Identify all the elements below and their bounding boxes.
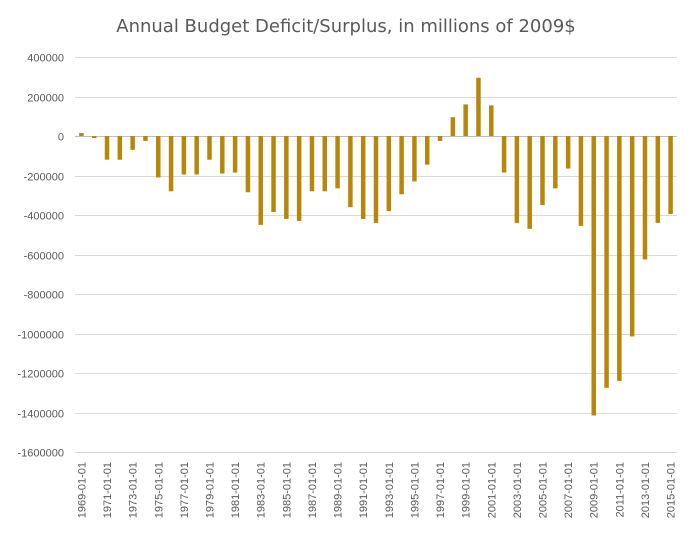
- bar-1996-01-01: [424, 136, 430, 165]
- bar-1998-01-01: [450, 117, 456, 136]
- bar-1989-01-01: [335, 136, 340, 189]
- bar-1988-01-01: [322, 136, 328, 192]
- bar-2006-01-01: [553, 136, 558, 189]
- x-tick-label: 2003-01-01: [512, 462, 524, 518]
- bar-1978-01-01: [194, 136, 199, 175]
- bar-2012-01-01: [629, 136, 635, 337]
- x-tick-label: 1985-01-01: [281, 462, 293, 518]
- x-tick-label: 1969-01-01: [76, 462, 88, 518]
- x-tick-label: 1979-01-01: [204, 462, 216, 518]
- bar-1981-01-01: [232, 136, 238, 173]
- bar-1991-01-01: [360, 136, 366, 219]
- bar-1975-01-01: [156, 136, 161, 178]
- y-tick-label: -1200000: [18, 369, 65, 381]
- bar-2003-01-01: [514, 136, 520, 223]
- bar-2002-01-01: [501, 136, 507, 173]
- bar-1969-01-01: [79, 133, 84, 136]
- bar-1992-01-01: [373, 136, 379, 223]
- bar-1987-01-01: [309, 136, 315, 192]
- chart-title: Annual Budget Deficit/Surplus, in millio…: [116, 16, 575, 37]
- y-tick-label: -600000: [24, 251, 64, 263]
- x-tick-label: 1981-01-01: [230, 462, 242, 518]
- bar-2010-01-01: [604, 136, 609, 388]
- x-axis: 1969-01-01 1971-01-01 1973-01-01 1975-01-01…: [76, 462, 677, 518]
- bar-1999-01-01: [463, 104, 468, 136]
- bar-2011-01-01: [617, 136, 622, 381]
- bar-1995-01-01: [412, 136, 417, 182]
- y-tick-label: -1400000: [18, 409, 65, 421]
- bars: [79, 77, 673, 416]
- bar-1980-01-01: [220, 136, 225, 174]
- bar-1977-01-01: [181, 136, 187, 175]
- x-tick-label: 1997-01-01: [435, 462, 447, 518]
- x-tick-label: 1989-01-01: [333, 462, 345, 518]
- bar-2008-01-01: [578, 136, 584, 226]
- bar-1990-01-01: [348, 136, 353, 208]
- bar-1993-01-01: [386, 136, 392, 212]
- bar-1974-01-01: [143, 136, 148, 141]
- y-tick-label: 400000: [27, 53, 64, 65]
- y-tick-label: 200000: [27, 93, 64, 105]
- x-tick-label: 1987-01-01: [307, 462, 319, 518]
- x-tick-label: 1977-01-01: [179, 462, 191, 518]
- x-tick-label: 1995-01-01: [409, 462, 421, 518]
- gridlines: [75, 57, 677, 453]
- x-tick-label: 2007-01-01: [563, 462, 575, 518]
- bar-2004-01-01: [527, 136, 532, 229]
- bar-1985-01-01: [284, 136, 289, 219]
- x-tick-label: 1993-01-01: [384, 462, 396, 518]
- bar-1970-01-01: [91, 136, 97, 138]
- bar-2009-01-01: [591, 136, 596, 416]
- y-tick-label: -800000: [24, 290, 64, 302]
- bar-2007-01-01: [565, 136, 571, 169]
- y-axis: 400000 200000 0 -200000 -400000 -600000 -80000…: [18, 53, 65, 460]
- x-tick-label: 1983-01-01: [256, 462, 268, 518]
- y-tick-label: -400000: [24, 211, 64, 223]
- x-tick-label: 1975-01-01: [153, 462, 165, 518]
- x-tick-label: 2009-01-01: [589, 462, 601, 518]
- bar-2013-01-01: [642, 136, 648, 260]
- x-tick-label: 1971-01-01: [102, 462, 114, 518]
- bar-1997-01-01: [437, 136, 443, 141]
- bar-2000-01-01: [476, 77, 481, 136]
- y-tick-label: -200000: [24, 172, 64, 184]
- bar-1979-01-01: [207, 136, 212, 160]
- y-tick-label: -1600000: [18, 448, 65, 460]
- bar-1986-01-01: [296, 136, 302, 221]
- x-tick-label: 2005-01-01: [538, 462, 550, 518]
- bar-1984-01-01: [271, 136, 276, 213]
- bar-1976-01-01: [168, 136, 174, 192]
- y-tick-label: 0: [58, 132, 64, 144]
- x-tick-label: 1973-01-01: [128, 462, 140, 518]
- bar-1973-01-01: [130, 136, 135, 150]
- bar-2015-01-01: [668, 136, 673, 215]
- bar-1972-01-01: [117, 136, 123, 160]
- x-tick-label: 1991-01-01: [358, 462, 370, 518]
- bar-1971-01-01: [104, 136, 110, 160]
- bar-2005-01-01: [540, 136, 545, 206]
- bar-1982-01-01: [245, 136, 251, 193]
- x-tick-label: 2001-01-01: [486, 462, 498, 518]
- y-tick-label: -1000000: [18, 330, 65, 342]
- x-tick-label: 2011-01-01: [614, 462, 626, 517]
- x-tick-label: 1999-01-01: [461, 462, 473, 518]
- bar-2014-01-01: [655, 136, 661, 223]
- x-tick-label: 2015-01-01: [666, 462, 678, 518]
- bar-1983-01-01: [258, 136, 263, 225]
- bar-2001-01-01: [489, 105, 494, 136]
- bar-1994-01-01: [399, 136, 404, 195]
- x-tick-label: 2013-01-01: [640, 462, 652, 518]
